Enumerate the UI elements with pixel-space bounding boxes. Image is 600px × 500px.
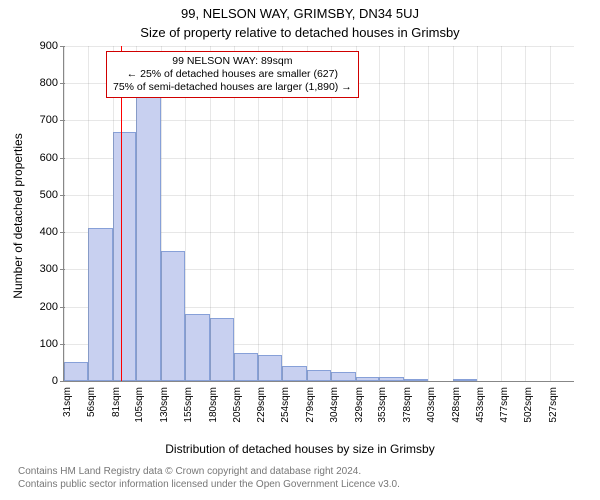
histogram-bar (379, 377, 403, 381)
x-tick: 353sqm (377, 387, 388, 423)
histogram-bar (404, 379, 428, 381)
histogram-bar (210, 318, 234, 381)
histogram-bar (258, 355, 282, 381)
histogram-bar (453, 379, 477, 381)
gridline-v (428, 46, 429, 381)
y-tick: 500 (40, 189, 64, 201)
x-tick: 428sqm (451, 387, 462, 423)
footnote-line-1: Contains HM Land Registry data © Crown c… (18, 466, 400, 479)
histogram-bar (113, 132, 136, 381)
gridline-v (550, 46, 551, 381)
gridline-v (379, 46, 380, 381)
histogram-bar (331, 372, 355, 381)
gridline-v (453, 46, 454, 381)
subtitle: Size of property relative to detached ho… (0, 25, 600, 40)
chart-area: Number of detached properties 0100200300… (0, 46, 600, 426)
gridline-h (64, 46, 574, 47)
histogram-bar (234, 353, 257, 381)
y-tick: 900 (40, 40, 64, 52)
y-tick: 200 (40, 301, 64, 313)
annotation-box: 99 NELSON WAY: 89sqm← 25% of detached ho… (106, 51, 359, 98)
x-tick: 180sqm (208, 387, 219, 423)
x-tick: 31sqm (62, 387, 73, 417)
y-axis-label: Number of detached properties (11, 133, 25, 298)
x-tick: 527sqm (548, 387, 559, 423)
y-tick: 100 (40, 338, 64, 350)
x-tick: 205sqm (232, 387, 243, 423)
x-tick: 502sqm (523, 387, 534, 423)
gridline-v (64, 46, 65, 381)
histogram-bar (136, 80, 160, 382)
address-line: 99, NELSON WAY, GRIMSBY, DN34 5UJ (0, 6, 600, 21)
histogram-bar (88, 228, 112, 381)
gridline-h (64, 381, 574, 382)
histogram-bar (282, 366, 306, 381)
x-tick: 453sqm (475, 387, 486, 423)
x-tick: 155sqm (183, 387, 194, 423)
histogram-bar (161, 251, 185, 381)
annotation-line-3: 75% of semi-detached houses are larger (… (113, 81, 352, 94)
x-tick: 378sqm (402, 387, 413, 423)
histogram-bar (64, 362, 88, 381)
x-tick: 130sqm (159, 387, 170, 423)
gridline-v (88, 46, 89, 381)
y-tick: 300 (40, 263, 64, 275)
x-tick: 254sqm (280, 387, 291, 423)
x-tick: 477sqm (499, 387, 510, 423)
y-tick: 800 (40, 77, 64, 89)
y-tick: 400 (40, 226, 64, 238)
gridline-v (404, 46, 405, 381)
x-tick: 304sqm (329, 387, 340, 423)
x-tick: 279sqm (305, 387, 316, 423)
gridline-v (525, 46, 526, 381)
x-tick: 229sqm (256, 387, 267, 423)
y-tick: 700 (40, 114, 64, 126)
histogram-bar (307, 370, 331, 381)
x-tick: 403sqm (426, 387, 437, 423)
y-tick: 600 (40, 152, 64, 164)
x-tick: 329sqm (354, 387, 365, 423)
gridline-v (477, 46, 478, 381)
x-tick: 56sqm (86, 387, 97, 417)
x-axis-label: Distribution of detached houses by size … (0, 442, 600, 456)
footnote-line-2: Contains public sector information licen… (18, 479, 400, 492)
x-tick: 105sqm (134, 387, 145, 423)
histogram-bar (356, 377, 379, 381)
y-tick: 0 (52, 375, 64, 387)
annotation-line-2: ← 25% of detached houses are smaller (62… (113, 68, 352, 81)
plot-area: 010020030040050060070080090031sqm56sqm81… (63, 46, 574, 382)
footnote: Contains HM Land Registry data © Crown c… (18, 466, 400, 491)
gridline-v (501, 46, 502, 381)
annotation-line-1: 99 NELSON WAY: 89sqm (113, 55, 352, 68)
histogram-bar (185, 314, 209, 381)
x-tick: 81sqm (111, 387, 122, 417)
